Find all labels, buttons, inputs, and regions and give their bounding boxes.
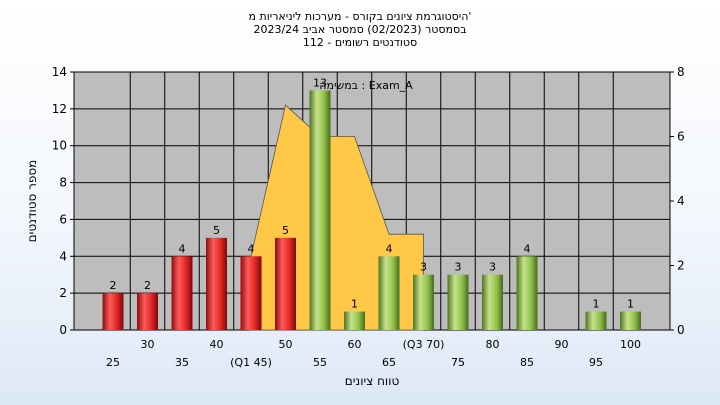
chart-enrollment: סטודנטים רשומים - 112: [302, 36, 418, 49]
bar-85: [516, 256, 538, 330]
value-label-55: 13: [313, 76, 327, 89]
bar-30: [137, 293, 158, 330]
value-label-35: 4: [179, 242, 186, 255]
bar-25: [102, 293, 124, 330]
value-label-65: 4: [386, 242, 393, 255]
x-tick-label-100: 100: [620, 338, 641, 351]
x-tick-label-35: 35: [175, 356, 189, 369]
bar-40: [206, 237, 227, 330]
x-tick-label-25: 25: [106, 356, 120, 369]
bar-50: [275, 237, 296, 330]
bar-60: [344, 311, 365, 330]
value-label-50: 5: [282, 224, 289, 237]
value-label-40: 5: [213, 224, 220, 237]
bar-35: [171, 256, 193, 330]
y2-tick-label: 8: [677, 65, 685, 79]
chart-subtitle: בסמסטר (02/2023) סמסטר אביב 2023/24: [253, 23, 467, 36]
y2-tick-label: 4: [677, 194, 685, 208]
y-tick-label: 14: [52, 65, 67, 79]
x-tick-label-40: 40: [210, 338, 224, 351]
chart-annotation: במשימה : Exam_A: [319, 79, 413, 92]
x-tick-label-95: 95: [589, 356, 603, 369]
y2-tick-label: 6: [677, 130, 685, 144]
y-tick-label: 8: [59, 176, 67, 190]
value-label-100: 1: [627, 298, 634, 311]
x-tick-label-30: 30: [141, 338, 155, 351]
chart-title: היסטוגרמת ציונים בקורס - מערכות ליניאריו…: [248, 10, 472, 23]
value-label-60: 1: [351, 298, 358, 311]
bar-45: [240, 256, 262, 330]
label-layer: 2 2 4 5 4 5 13 1 4 3 3 3 4 1 1: [110, 76, 635, 310]
bar-55: [309, 90, 331, 330]
value-label-80: 3: [489, 261, 496, 274]
value-label-45: 4: [248, 242, 255, 255]
y-tick-label: 6: [59, 212, 67, 226]
value-label-70: 3: [420, 261, 427, 274]
value-label-25: 2: [110, 279, 117, 292]
x-tick-label-85: 85: [520, 356, 534, 369]
y-tick-label: 10: [52, 139, 67, 153]
bar-95: [585, 311, 607, 330]
value-label-95: 1: [593, 298, 600, 311]
x-tick-label-60: 60: [348, 338, 362, 351]
bar-75: [447, 274, 469, 330]
x-tick-label-55: 55: [313, 356, 327, 369]
y2-tick-label: 0: [677, 323, 685, 337]
y-tick-label: 4: [59, 249, 67, 263]
bar-70: [413, 274, 434, 330]
y-tick-label: 0: [59, 323, 67, 337]
x-tick-label-65: 65: [382, 356, 396, 369]
value-label-75: 3: [455, 261, 462, 274]
bar-layer: [102, 90, 641, 330]
value-label-85: 4: [524, 242, 531, 255]
x-tick-label-50: 50: [279, 338, 293, 351]
x-tick-label-45: (Q1 45): [230, 356, 272, 369]
x-tick-label-75: 75: [451, 356, 465, 369]
y-tick-label: 12: [52, 102, 67, 116]
x-axis-label: טווח ציונים: [345, 374, 400, 388]
value-label-30: 2: [144, 279, 151, 292]
bar-65: [378, 256, 400, 330]
y-tick-label: 2: [59, 286, 67, 300]
y2-tick-label: 2: [677, 259, 685, 273]
bar-80: [482, 274, 503, 330]
x-tick-label-90: 90: [555, 338, 569, 351]
y-axis-label: מספר סטודנטים: [25, 160, 39, 243]
x-tick-label-80: 80: [486, 338, 500, 351]
x-tick-label-70: (Q3 70): [403, 338, 445, 351]
bar-100: [620, 311, 641, 330]
